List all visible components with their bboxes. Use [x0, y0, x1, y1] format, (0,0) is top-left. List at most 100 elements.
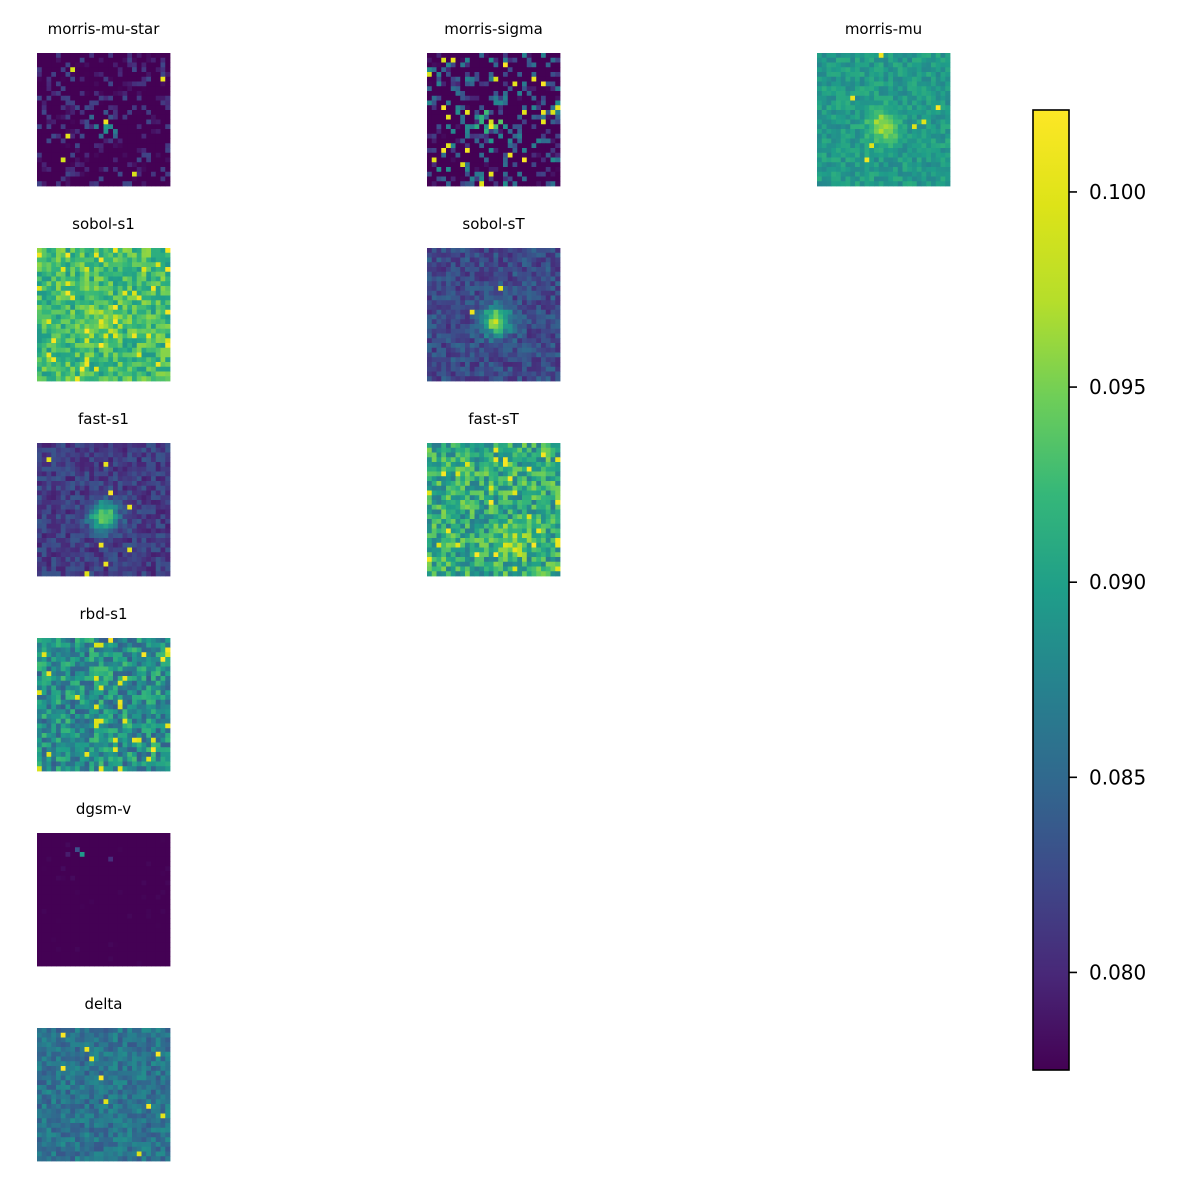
heatmap-cell: [522, 262, 528, 268]
heatmap-cell: [89, 376, 95, 382]
heatmap-cell: [46, 457, 52, 463]
heatmap-cell: [65, 371, 71, 377]
heatmap-cell: [94, 76, 100, 82]
heatmap-cell: [498, 133, 504, 139]
heatmap-cell: [507, 462, 513, 468]
heatmap-cell: [41, 452, 47, 458]
heatmap-cell: [37, 152, 43, 158]
heatmap-cell: [526, 176, 532, 182]
heatmap-cell: [165, 547, 171, 553]
heatmap-cell: [550, 462, 556, 468]
heatmap-cell: [60, 286, 66, 292]
heatmap-cell: [165, 53, 171, 59]
heatmap-cell: [545, 347, 551, 353]
heatmap-cell: [893, 157, 899, 163]
heatmap-cell: [113, 338, 119, 344]
heatmap-cell: [503, 257, 509, 263]
heatmap-cell: [146, 509, 152, 515]
heatmap-cell: [117, 290, 123, 296]
heatmap-cell: [455, 124, 461, 130]
heatmap-cell: [84, 490, 90, 496]
heatmap-cell: [98, 152, 104, 158]
heatmap-cell: [79, 357, 85, 363]
heatmap-cell: [51, 376, 57, 382]
heatmap-cell: [531, 181, 537, 187]
heatmap-cell: [70, 171, 76, 177]
heatmap-cell: [146, 114, 152, 120]
heatmap-cell: [531, 257, 537, 263]
heatmap-cell: [484, 262, 490, 268]
heatmap-cell: [136, 538, 142, 544]
heatmap-cell: [136, 357, 142, 363]
heatmap-cell: [151, 319, 157, 325]
heatmap-cell: [103, 95, 109, 101]
heatmap-cell: [446, 148, 452, 154]
heatmap-cell: [545, 86, 551, 92]
heatmap-cell: [60, 248, 66, 254]
heatmap-cell: [108, 490, 114, 496]
heatmap-cell: [155, 561, 161, 567]
heatmap-cell: [845, 171, 851, 177]
heatmap-cell: [84, 133, 90, 139]
heatmap-cell: [146, 86, 152, 92]
heatmap-cell: [441, 481, 447, 487]
heatmap-cell: [507, 176, 513, 182]
heatmap-cell: [531, 319, 537, 325]
heatmap-cell: [151, 271, 157, 277]
heatmap-cell: [541, 110, 547, 116]
heatmap-cell: [817, 148, 823, 154]
heatmap-cell: [845, 114, 851, 120]
heatmap-cell: [897, 76, 903, 82]
heatmap-cell: [517, 319, 523, 325]
heatmap-cell: [541, 295, 547, 301]
heatmap-cell: [160, 138, 166, 144]
heatmap-cell: [465, 114, 471, 120]
heatmap-cell: [37, 143, 43, 149]
heatmap-cell: [536, 72, 542, 78]
heatmap-cell: [460, 171, 466, 177]
heatmap-cell: [536, 262, 542, 268]
heatmap-cell: [132, 324, 138, 330]
heatmap-cell: [507, 76, 513, 82]
heatmap-cell: [450, 252, 456, 258]
heatmap-cell: [165, 76, 171, 82]
heatmap-cell: [503, 248, 509, 254]
heatmap-cell: [512, 447, 518, 453]
heatmap-cell: [897, 129, 903, 135]
heatmap-cell: [921, 124, 927, 130]
heatmap-cell: [488, 176, 494, 182]
heatmap-cell: [56, 262, 62, 268]
heatmap-cell: [465, 119, 471, 125]
heatmap-cell: [859, 157, 865, 163]
heatmap-cell: [931, 181, 937, 187]
heatmap-cell: [484, 290, 490, 296]
heatmap-cell: [117, 305, 123, 311]
heatmap-cell: [146, 157, 152, 163]
heatmap-cell: [141, 57, 147, 63]
heatmap-cell: [117, 490, 123, 496]
heatmap-cell: [517, 476, 523, 482]
heatmap-cell: [446, 114, 452, 120]
heatmap-cell: [89, 252, 95, 258]
heatmap-cell: [136, 485, 142, 491]
heatmap-cell: [522, 162, 528, 168]
heatmap-cell: [469, 95, 475, 101]
heatmap-cell: [89, 305, 95, 311]
heatmap-cell: [84, 262, 90, 268]
heatmap-cell: [455, 171, 461, 177]
heatmap-cell: [916, 81, 922, 87]
heatmap-cell: [469, 143, 475, 149]
heatmap-cell: [113, 271, 119, 277]
heatmap-cell: [817, 100, 823, 106]
heatmap-cell: [469, 271, 475, 277]
heatmap-cell: [103, 333, 109, 339]
heatmap-cell: [484, 481, 490, 487]
heatmap-cell: [907, 148, 913, 154]
heatmap-cell: [427, 319, 433, 325]
heatmap-cell: [75, 485, 81, 491]
heatmap-cell: [146, 466, 152, 472]
heatmap-cell: [878, 53, 884, 59]
heatmap-cell: [51, 485, 57, 491]
heatmap-cell: [165, 366, 171, 372]
heatmap-cell: [60, 62, 66, 68]
